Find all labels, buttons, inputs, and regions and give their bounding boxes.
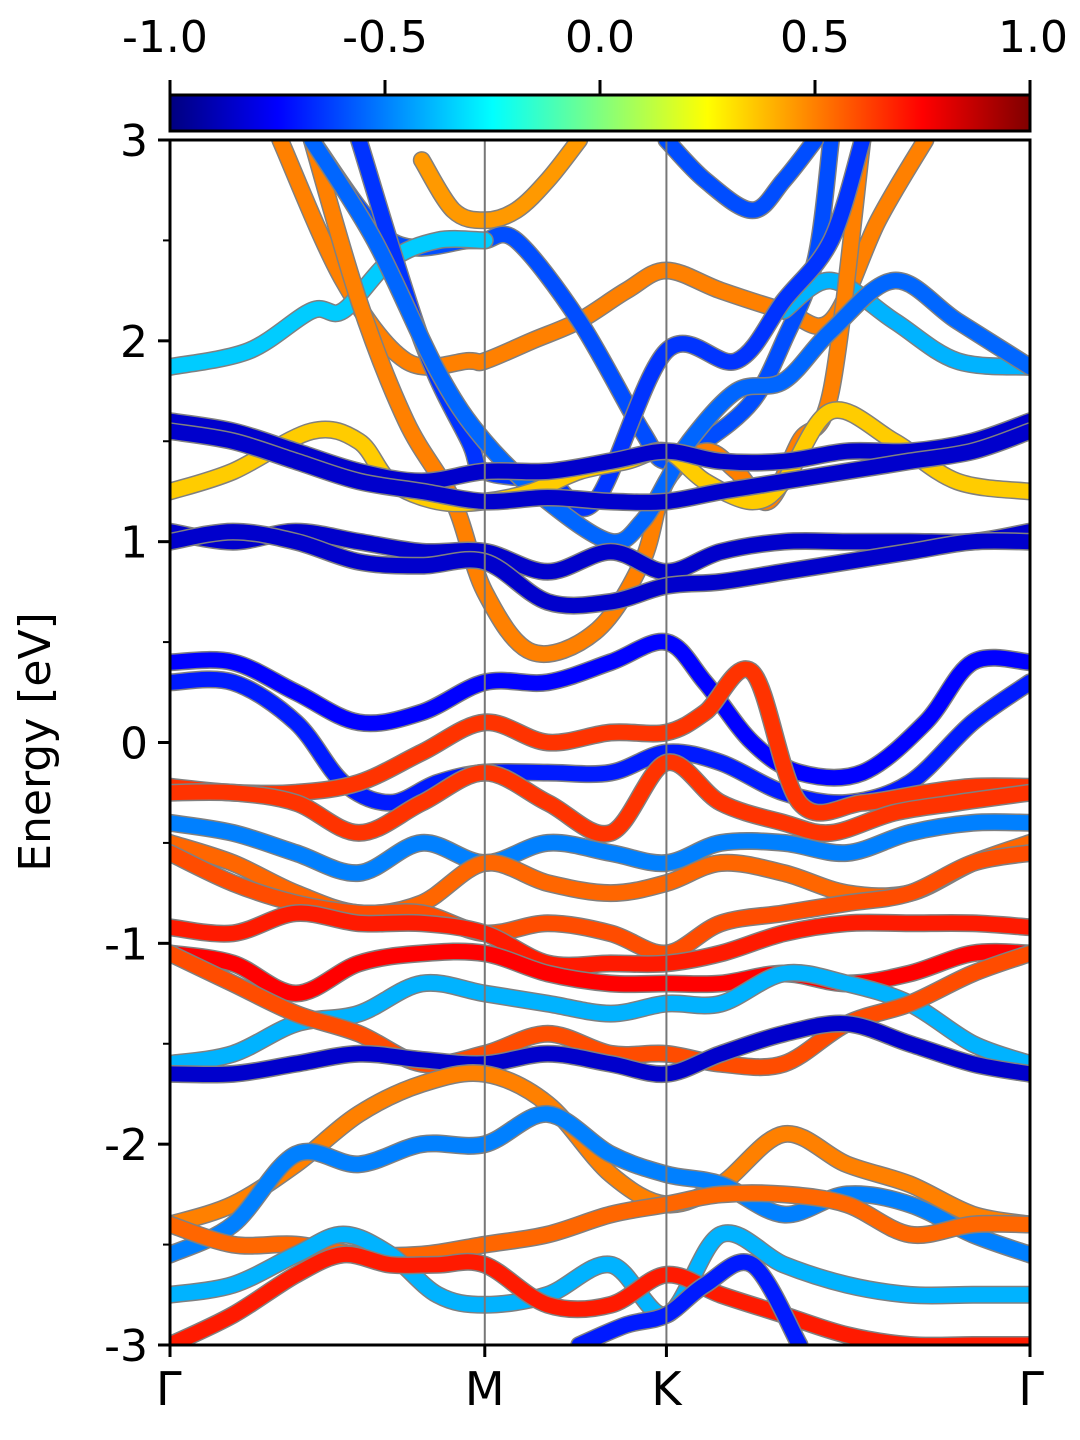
y-tick-label: -3 [104, 1321, 148, 1372]
colorbar-tick-label: -1.0 [122, 12, 208, 63]
y-axis: -3 -2 -1 0 1 2 3 [104, 116, 170, 1372]
colorbar-ticks: -1.0 -0.5 0.0 0.5 1.0 [122, 12, 1068, 95]
band-line-13 [170, 524, 1030, 614]
high-symmetry-lines [483, 140, 668, 1345]
y-tick-label: -1 [104, 919, 148, 970]
plot-area: -3 -2 -1 0 1 2 3 Γ M K Γ [104, 116, 1044, 1416]
x-tick-label: Γ [1018, 1362, 1044, 1416]
band-line-22 [170, 943, 1030, 1001]
band-line-29 [170, 1225, 1030, 1323]
x-tick-label: Γ [156, 1362, 182, 1416]
y-axis-label: Energy [eV] [10, 612, 61, 872]
colorbar-gradient [168, 93, 1032, 133]
band-line-5 [776, 273, 1030, 375]
band-line-4 [170, 231, 493, 375]
band-line-25 [170, 1015, 1030, 1083]
band-line-16 [170, 661, 1030, 821]
band-line-21 [170, 905, 1030, 974]
band-lines [170, 140, 1030, 1345]
y-tick-label: 0 [120, 719, 148, 770]
band-line-27 [170, 1106, 1030, 1263]
x-tick-label: M [465, 1362, 505, 1416]
y-tick-label: 1 [120, 518, 148, 569]
band-line-31 [571, 1254, 808, 1345]
band-line-18 [170, 814, 1030, 881]
band-line-14 [170, 634, 1030, 786]
band-line-30 [170, 1247, 1030, 1345]
colorbar-tick-label: 0.5 [780, 12, 850, 63]
y-tick-label: -2 [104, 1120, 148, 1171]
colorbar: -1.0 -0.5 0.0 0.5 1.0 [122, 12, 1068, 133]
colorbar-tick-label: -0.5 [342, 12, 428, 63]
colorbar-tick-label: 1.0 [998, 12, 1068, 63]
y-tick-label: 2 [120, 317, 148, 368]
band-line-8 [304, 140, 1030, 550]
x-tick-label: K [651, 1362, 683, 1416]
band-line-17 [170, 754, 1030, 842]
band-line-10 [170, 413, 1030, 489]
band-line-1 [414, 140, 587, 228]
y-tick-label: 3 [120, 116, 148, 167]
band-line-11 [170, 423, 1030, 510]
colorbar-tick-label: 0.0 [565, 12, 635, 63]
band-line-24 [170, 945, 1030, 1075]
band-line-12 [170, 524, 1030, 580]
band-line-3 [658, 140, 823, 218]
